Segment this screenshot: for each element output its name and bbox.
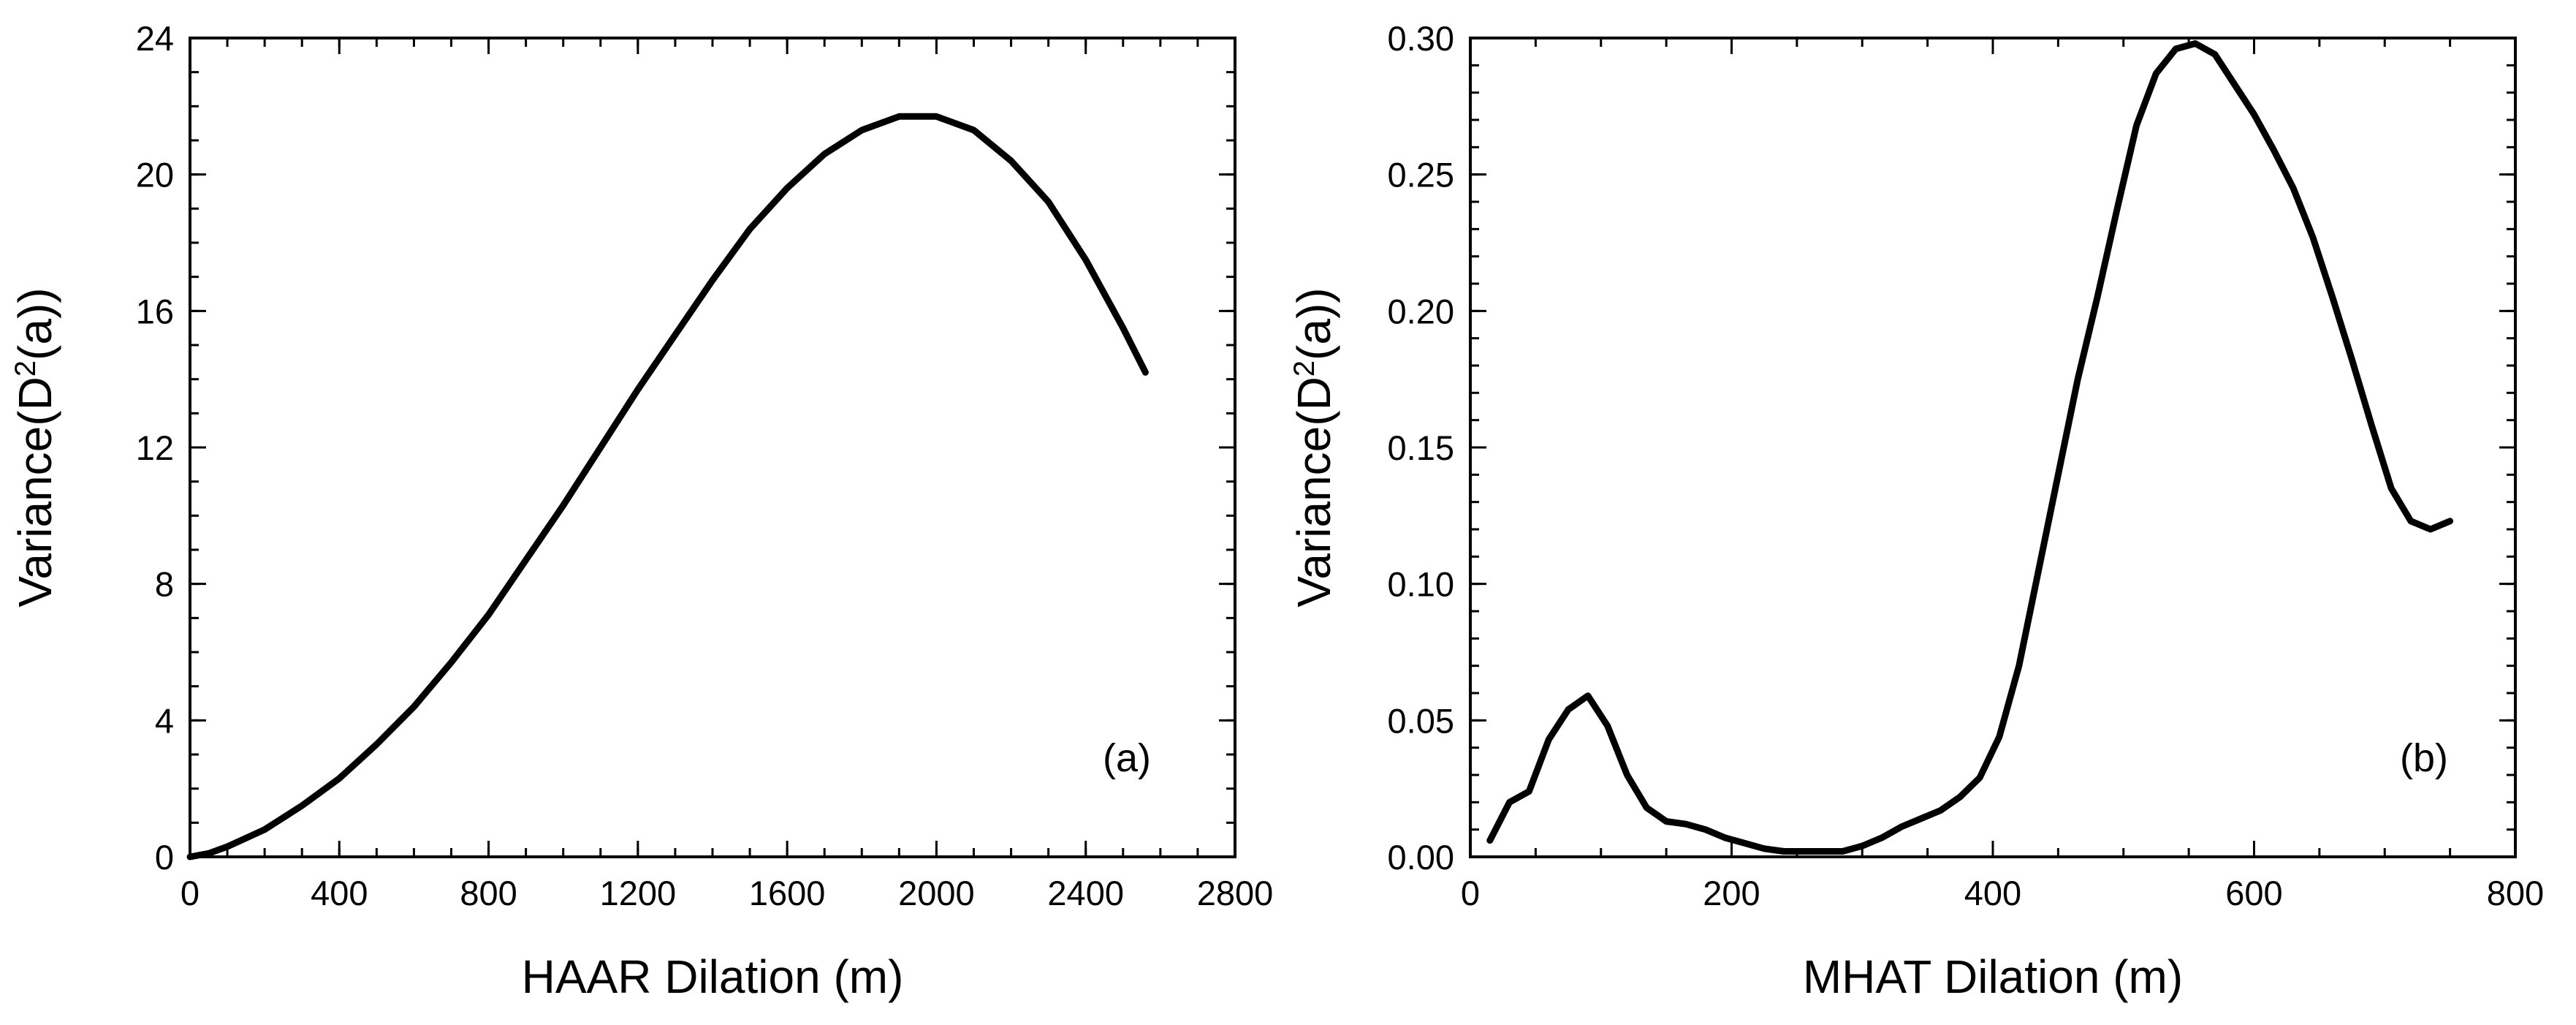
y-tick-label: 24 bbox=[136, 19, 174, 58]
plot-frame-b bbox=[1469, 37, 2517, 858]
chart-panel-b: 0 200 400 600 800 0.000.050.100.150.200.250.… bbox=[1288, 19, 2544, 1003]
chart-panel-a: 0 400 800 1200 1600 2000 2400 2800 04812162024 … bbox=[9, 19, 1273, 1003]
y-tick-labels-a: 0 4 8 12 16 20 24 bbox=[136, 19, 174, 877]
y-axis-title-suffix: (a)) bbox=[9, 287, 61, 360]
y-tick-label: 12 bbox=[136, 428, 174, 467]
x-tick-labels-b: 0 200 400 600 800 bbox=[1461, 874, 2544, 912]
y-tick-label: 0 bbox=[155, 838, 174, 877]
y-axis-title-suffix: (a)) bbox=[1288, 287, 1340, 360]
y-tick-label: 16 bbox=[136, 292, 174, 330]
x-tick-label: 400 bbox=[311, 874, 368, 912]
panel-label-a: (a) bbox=[1103, 736, 1151, 780]
x-tick-label: 2400 bbox=[1047, 874, 1124, 912]
y-tick-label: 0.00 bbox=[1388, 838, 1454, 877]
x-tick-label: 200 bbox=[1703, 874, 1760, 912]
x-tick-label: 2800 bbox=[1197, 874, 1274, 912]
y-tick-label: 0.05 bbox=[1388, 701, 1454, 740]
x-tick-label: 0 bbox=[181, 874, 200, 912]
series-line-mhat bbox=[1486, 40, 2454, 855]
x-tick-label: 1200 bbox=[600, 874, 677, 912]
x-tick-label: 600 bbox=[2225, 874, 2282, 912]
x-tick-label: 400 bbox=[1964, 874, 2021, 912]
y-tick-label: 20 bbox=[136, 156, 174, 194]
y-tick-label: 4 bbox=[155, 701, 174, 740]
x-tick-label: 800 bbox=[460, 874, 517, 912]
y-tick-label: 0.10 bbox=[1388, 565, 1454, 604]
y-axis-title-b: Variance(D2(a)) bbox=[1288, 287, 1340, 607]
x-axis-title-b: MHAT Dilation (m) bbox=[1803, 950, 2183, 1003]
x-tick-label: 0 bbox=[1461, 874, 1480, 912]
tick-marks-b bbox=[1469, 37, 2517, 858]
x-axis-title-a: HAAR Dilation (m) bbox=[522, 950, 904, 1003]
panel-label-b: (b) bbox=[2400, 736, 2448, 780]
y-axis-title-prefix: Variance(D bbox=[9, 377, 61, 607]
x-tick-label: 2000 bbox=[898, 874, 975, 912]
x-tick-label: 1600 bbox=[749, 874, 826, 912]
y-axis-title-superscript: 2 bbox=[1288, 360, 1321, 377]
y-axis-title-superscript: 2 bbox=[10, 360, 42, 377]
y-tick-label: 0.15 bbox=[1388, 428, 1454, 467]
y-axis-title-a: Variance(D2(a)) bbox=[9, 287, 61, 607]
y-tick-labels-b: 0.00 0.05 0.10 0.15 0.20 0.25 0.30 bbox=[1388, 19, 1454, 877]
plot-frame-a bbox=[189, 37, 1236, 858]
x-tick-label: 800 bbox=[2487, 874, 2544, 912]
y-tick-label: 0.20 bbox=[1388, 292, 1454, 330]
y-tick-label: 0.25 bbox=[1388, 156, 1454, 194]
tick-marks-a bbox=[189, 37, 1236, 858]
y-tick-label: 8 bbox=[155, 565, 174, 604]
y-tick-label: 0.30 bbox=[1388, 19, 1454, 58]
y-axis-title-prefix: Variance(D bbox=[1288, 377, 1340, 607]
x-tick-labels-a: 0 400 800 1200 1600 2000 2400 2800 bbox=[181, 874, 1273, 912]
series-line-haar bbox=[186, 113, 1149, 861]
